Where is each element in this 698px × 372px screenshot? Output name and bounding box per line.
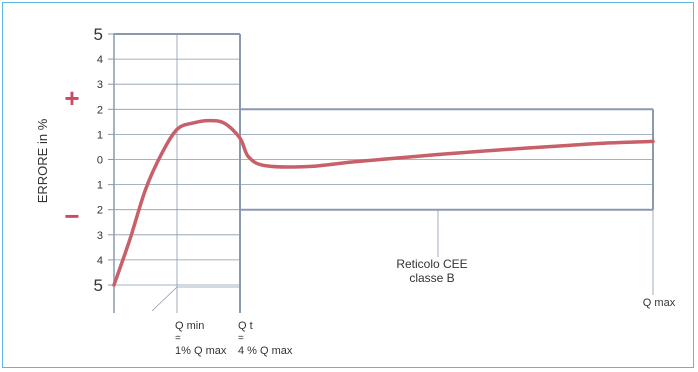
y-tick-label: 4 <box>97 54 103 66</box>
y-tick-label: 1 <box>97 129 103 141</box>
minus-sign: − <box>64 201 79 231</box>
qmin-label: Q min <box>175 320 204 332</box>
qt-label: Q t <box>238 320 253 332</box>
qmin-value: 1% Q max <box>175 345 227 357</box>
y-tick-label: 3 <box>97 230 103 242</box>
y-tick-label: 1 <box>97 180 103 192</box>
y-tick-label: 5 <box>94 25 103 44</box>
y-tick-label: 2 <box>97 104 103 116</box>
tolerance-envelope <box>113 33 654 313</box>
error-curve <box>112 118 655 287</box>
qmin-equals: = <box>175 333 181 344</box>
y-tick-label: 0 <box>97 155 103 167</box>
qt-equals: = <box>238 333 244 344</box>
envelope-note-line1: Reticolo CEE <box>396 257 467 271</box>
envelope-note-line2: classe B <box>409 271 454 285</box>
chart-frame: 5 4 3 2 1 0 1 2 3 4 5 ERRORE in % + − Q min = 1% Q max Q … <box>2 2 694 368</box>
y-tick-label: 3 <box>97 79 103 91</box>
qmax-label: Q max <box>643 297 676 309</box>
plus-sign: + <box>64 83 79 113</box>
y-tick-label: 4 <box>97 255 103 267</box>
qmin-step-line <box>151 286 240 312</box>
y-tick-label: 5 <box>94 276 103 295</box>
qt-value: 4 % Q max <box>238 345 293 357</box>
curve-layer <box>112 118 655 287</box>
y-axis-label: ERRORE in % <box>35 118 50 203</box>
y-tick-label: 2 <box>97 205 103 217</box>
